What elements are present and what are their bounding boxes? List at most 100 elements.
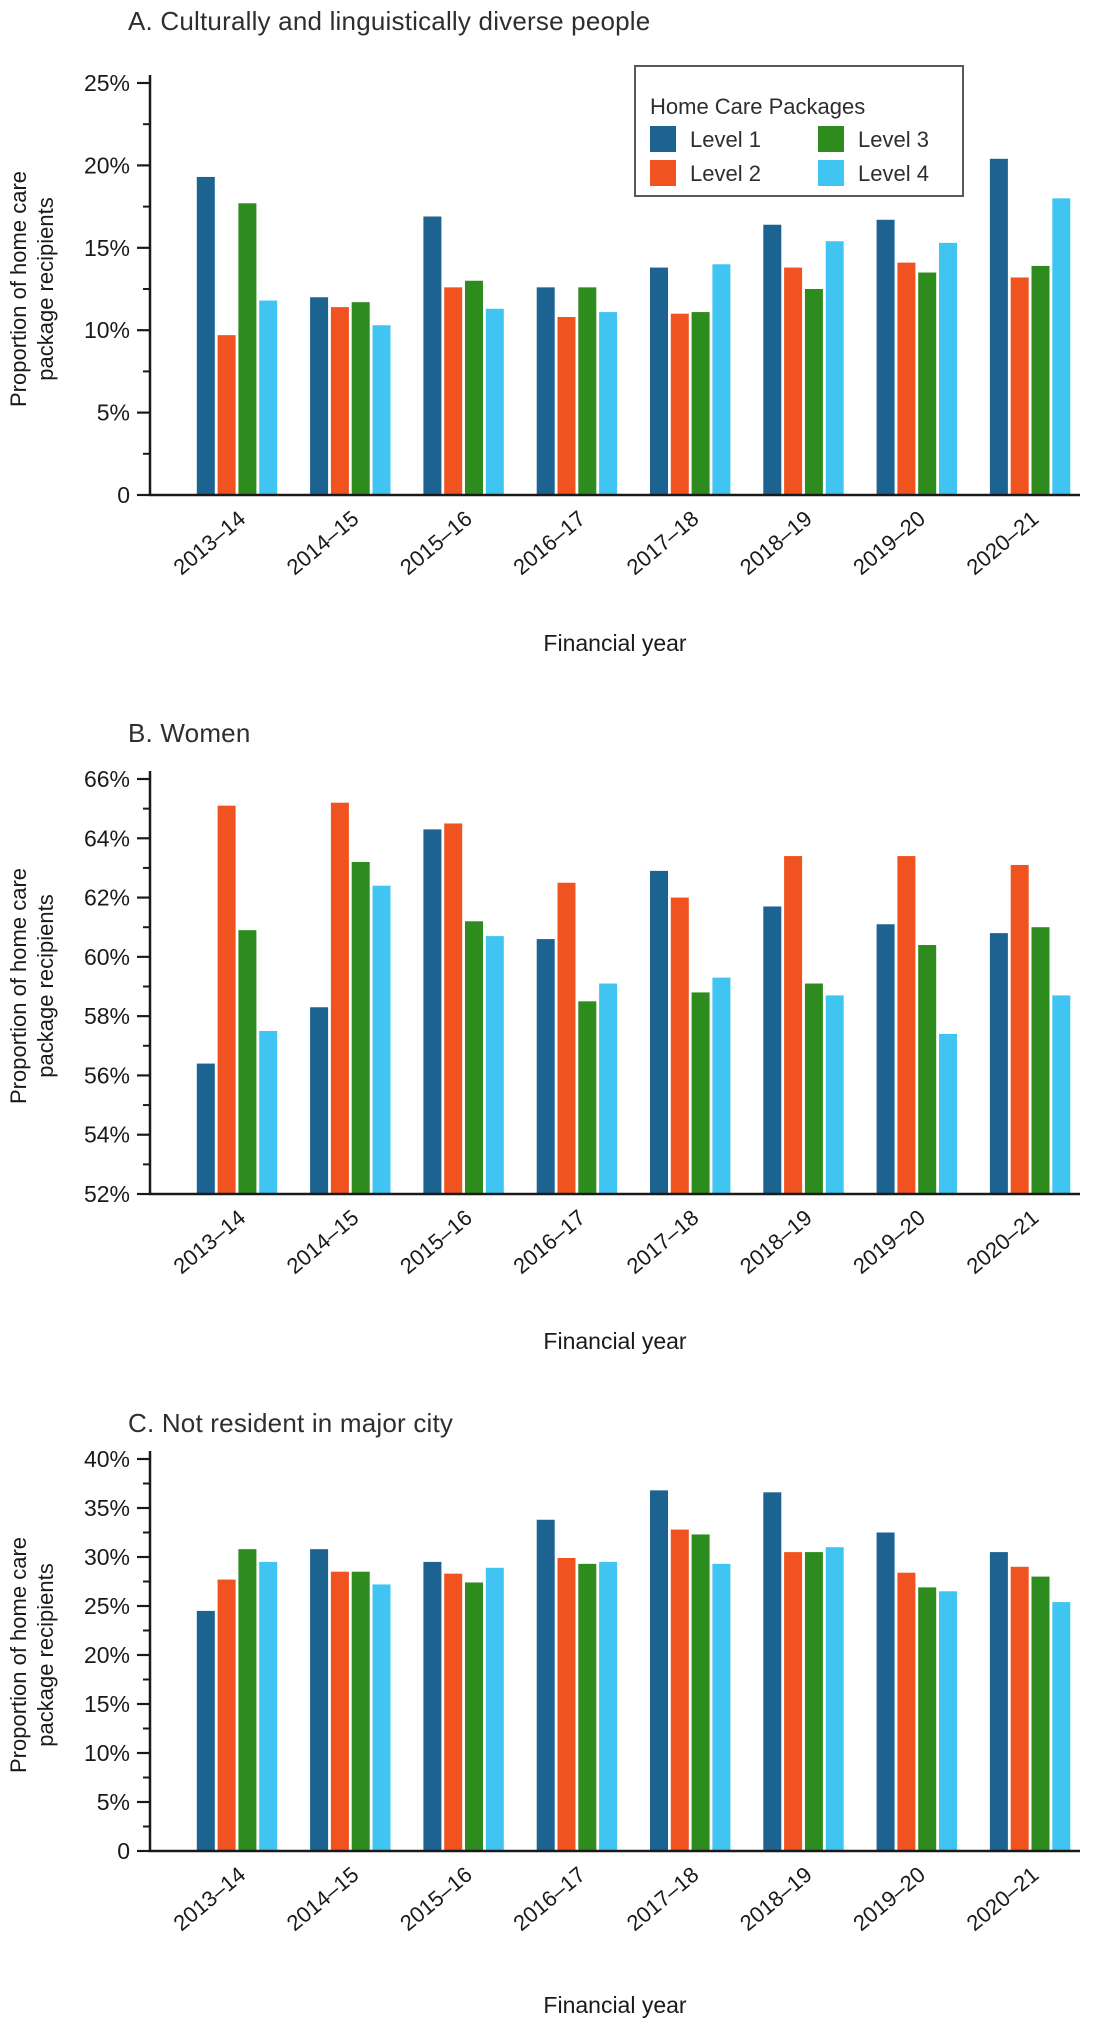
- y-axis-title-line1: Proportion of home care: [6, 170, 31, 408]
- bar-level2-2015–16: [444, 823, 463, 1194]
- y-tick-label: 64%: [84, 825, 130, 851]
- bar-level1-2014–15: [310, 1007, 329, 1194]
- y-tick-label: 56%: [84, 1062, 130, 1088]
- bar-level4-2018–19: [825, 241, 844, 495]
- bar-level2-2020–21: [1010, 277, 1029, 495]
- bar-level1-2020–21: [989, 158, 1008, 496]
- bar-level1-2018–19: [763, 906, 782, 1194]
- bar-level2-2015–16: [444, 287, 463, 495]
- legend-label-level-1: Level 1: [690, 127, 761, 152]
- x-category-label: 2014–15: [282, 1862, 364, 1936]
- x-category-label: 2019–20: [848, 506, 930, 580]
- y-tick-label: 40%: [84, 1446, 130, 1472]
- y-tick-label: 52%: [84, 1181, 130, 1207]
- y-axis-title-line1: Proportion of home care: [6, 1536, 31, 1774]
- x-category-label: 2019–20: [848, 1862, 930, 1936]
- bar-level3-2018–19: [804, 983, 823, 1194]
- x-category-label: 2018–19: [735, 1205, 817, 1279]
- bar-level3-2019–20: [918, 945, 937, 1194]
- bar-level2-2018–19: [784, 267, 803, 495]
- bar-level4-2020–21: [1052, 198, 1071, 496]
- x-category-label: 2020–21: [962, 506, 1044, 580]
- bar-level2-2019–20: [897, 856, 916, 1194]
- bar-level3-2016–17: [578, 1563, 597, 1851]
- bar-level3-2014–15: [351, 1571, 370, 1851]
- bar-level3-2015–16: [465, 921, 483, 1194]
- legend: Home Care Packages Level 1 Level 2 Level 3 L…: [634, 65, 964, 197]
- bar-level4-2014–15: [372, 1584, 391, 1851]
- bar-level3-2016–17: [578, 1001, 597, 1194]
- y-tick-label: 54%: [84, 1122, 130, 1148]
- bar-level2-2014–15: [330, 1571, 349, 1851]
- bar-level4-2014–15: [372, 325, 391, 495]
- y-tick-label: 5%: [97, 400, 130, 426]
- y-tick-label: 20%: [84, 1642, 130, 1668]
- bar-level1-2015–16: [423, 1561, 442, 1851]
- bar-level2-2014–15: [330, 307, 349, 495]
- legend-swatch-level-1: [650, 126, 676, 152]
- bar-level1-2019–20: [876, 219, 895, 495]
- bar-level3-2019–20: [918, 1587, 937, 1851]
- bar-level3-2017–18: [691, 992, 710, 1194]
- legend-swatch-level-4: [818, 160, 844, 186]
- bar-level1-2018–19: [763, 224, 782, 495]
- x-category-label: 2014–15: [282, 1205, 364, 1279]
- bar-level1-2016–17: [536, 939, 555, 1194]
- bar-level4-2018–19: [825, 995, 844, 1194]
- bar-level3-2017–18: [691, 312, 710, 495]
- bar-level4-2016–17: [599, 312, 618, 495]
- legend-box: [634, 65, 964, 197]
- bar-level4-2017–18: [712, 977, 731, 1194]
- y-tick-label: 15%: [84, 1691, 130, 1717]
- bar-level1-2015–16: [423, 216, 442, 495]
- bar-level3-2014–15: [351, 862, 370, 1194]
- panel-c-x-axis-title: Financial year: [543, 1992, 687, 2018]
- x-category-label: 2015–16: [395, 1862, 477, 1936]
- bar-level2-2016–17: [557, 317, 576, 495]
- y-tick-label: 5%: [97, 1789, 130, 1815]
- x-category-label: 2013–14: [169, 1862, 251, 1936]
- bar-level1-2013–14: [196, 1063, 215, 1194]
- x-category-label: 2018–19: [735, 506, 817, 580]
- y-tick-label: 15%: [84, 235, 130, 261]
- y-tick-label: 10%: [84, 317, 130, 343]
- legend-label-level-2: Level 2: [690, 161, 761, 186]
- panel-a-x-axis-title: Financial year: [543, 630, 687, 656]
- bar-level2-2017–18: [670, 897, 689, 1194]
- bar-level2-2014–15: [330, 802, 349, 1194]
- bar-level1-2017–18: [650, 870, 668, 1194]
- legend-swatch-level-3: [818, 126, 844, 152]
- bar-level3-2017–18: [691, 1534, 710, 1851]
- bar-level2-2018–19: [784, 856, 803, 1194]
- bar-level1-2013–14: [196, 176, 215, 495]
- bar-level1-2014–15: [310, 1549, 329, 1851]
- bar-level3-2020–21: [1031, 927, 1050, 1194]
- x-category-label: 2015–16: [395, 506, 477, 580]
- bar-level4-2020–21: [1052, 995, 1071, 1194]
- bar-level3-2018–19: [804, 1552, 823, 1851]
- bar-level1-2019–20: [876, 1532, 895, 1851]
- bar-level2-2019–20: [897, 1572, 916, 1851]
- bar-level4-2020–21: [1052, 1602, 1071, 1851]
- panel-b-y-axis-title: Proportion of home care package recipien…: [5, 766, 63, 1206]
- bar-level1-2019–20: [876, 924, 895, 1194]
- bar-level4-2014–15: [372, 885, 391, 1194]
- bar-level2-2020–21: [1010, 864, 1029, 1194]
- bar-level2-2019–20: [897, 262, 916, 495]
- bar-level4-2019–20: [939, 242, 957, 495]
- x-category-label: 2016–17: [508, 1862, 590, 1936]
- bar-level3-2015–16: [465, 280, 483, 495]
- bar-level2-2017–18: [670, 1529, 689, 1851]
- bar-level3-2019–20: [918, 272, 937, 495]
- bar-level1-2014–15: [310, 297, 329, 495]
- y-tick-label: 0: [117, 1838, 130, 1864]
- bar-level3-2013–14: [238, 1549, 257, 1851]
- y-tick-label: 10%: [84, 1740, 130, 1766]
- x-category-label: 2016–17: [508, 506, 590, 580]
- y-axis-title-line2: package recipients: [33, 197, 58, 381]
- bar-level3-2020–21: [1031, 1576, 1050, 1851]
- bar-level3-2015–16: [465, 1582, 483, 1851]
- x-category-label: 2017–18: [622, 1862, 704, 1936]
